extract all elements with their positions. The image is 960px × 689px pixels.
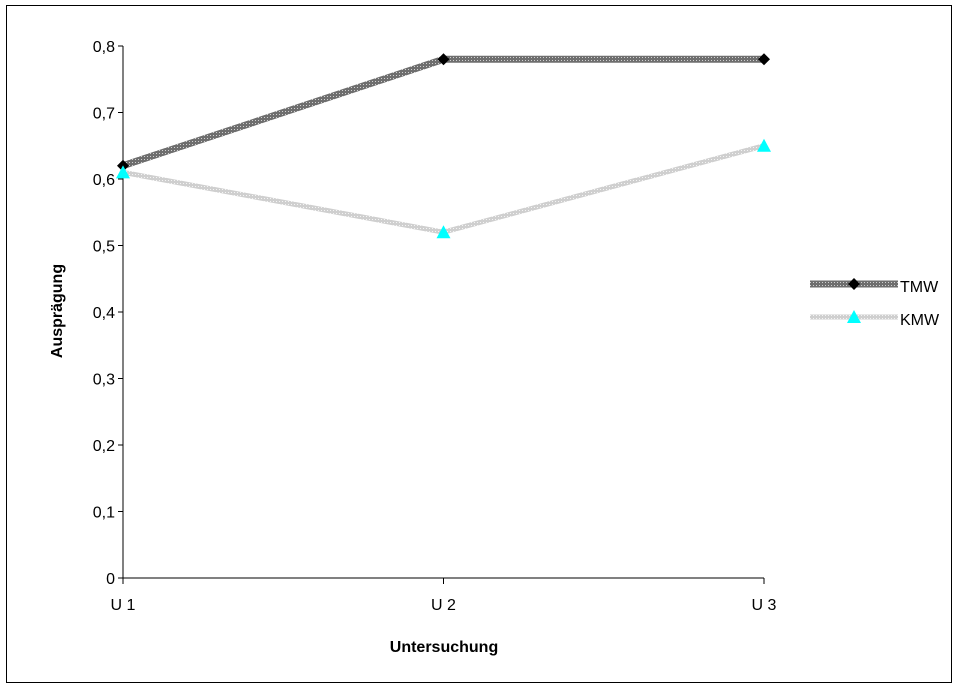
y-tick-label: 0,5 xyxy=(93,239,115,256)
x-axis-title: Untersuchung xyxy=(390,639,498,656)
legend-label-kmw: KMW xyxy=(900,312,940,329)
data-point-tmw xyxy=(437,53,450,66)
legend-marker-tmw xyxy=(848,278,860,290)
y-tick-label: 0,6 xyxy=(93,172,115,189)
data-point-tmw xyxy=(758,53,770,66)
data-point-kmw xyxy=(757,138,771,152)
y-tick-label: 0,4 xyxy=(93,305,115,322)
legend-marker-kmw xyxy=(847,310,861,323)
y-tick-label: 0,3 xyxy=(93,372,115,389)
x-tick-label: U 3 xyxy=(752,597,777,614)
legend: TMW KMW xyxy=(810,278,940,329)
x-tick-label: U 1 xyxy=(111,597,136,614)
y-axis-title: Ausprägung xyxy=(49,264,66,358)
series-layer xyxy=(116,53,771,239)
series-line-kmw xyxy=(122,143,765,235)
y-tick-label: 0,7 xyxy=(93,106,115,123)
y-tick-label: 0,8 xyxy=(93,39,115,56)
y-tick-label: 0,1 xyxy=(93,505,115,522)
y-tick-label: 0 xyxy=(106,571,115,588)
x-tick-label: U 2 xyxy=(431,597,456,614)
data-point-kmw xyxy=(116,165,130,179)
data-point-kmw xyxy=(436,225,451,239)
y-tick-label: 0,2 xyxy=(93,438,115,455)
chart-frame xyxy=(6,5,952,683)
series-line-tmw xyxy=(121,55,764,170)
axes: 0 0,1 0,2 0,3 0,4 0,5 0,6 0,7 0,8 U 1 U 2 U 3 xyxy=(93,39,777,614)
legend-label-tmw: TMW xyxy=(900,279,939,296)
